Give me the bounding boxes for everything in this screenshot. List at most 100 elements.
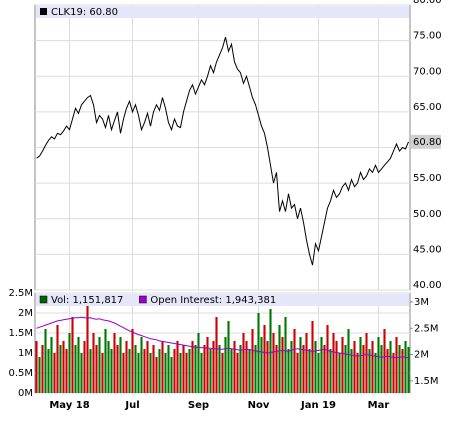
y2-tick-label: 1.5M — [414, 376, 439, 387]
volume-bar — [386, 349, 389, 393]
y-tick-label: 0M — [18, 388, 33, 399]
y-tick-label: 45.00 — [413, 244, 442, 255]
volume-bar — [338, 353, 341, 393]
volume-bar — [182, 345, 185, 393]
volume-bar — [35, 341, 38, 393]
volume-bar — [407, 346, 410, 393]
volume-bar — [134, 345, 137, 393]
open-interest-line — [36, 316, 409, 359]
volume-bar — [269, 309, 272, 393]
volume-bar — [383, 329, 386, 393]
volume-bar — [95, 345, 98, 393]
legend-swatch — [139, 295, 147, 304]
volume-bar — [359, 337, 362, 393]
legend-band — [36, 294, 409, 306]
volume-bar — [242, 333, 245, 393]
volume-bar — [341, 337, 344, 393]
volume-bar — [131, 329, 134, 393]
volume-bar — [374, 353, 377, 393]
y-tick-label: 80.00 — [413, 0, 442, 6]
volume-bar — [239, 345, 242, 393]
volume-bar — [299, 337, 302, 393]
volume-bar — [185, 353, 188, 393]
volume-bar — [50, 337, 53, 393]
volume-bar — [296, 353, 299, 393]
volume-bar — [377, 337, 380, 393]
volume-bar — [272, 333, 275, 393]
volume-bar — [380, 345, 383, 393]
volume-bar — [392, 353, 395, 393]
volume-bar — [71, 317, 74, 393]
volume-bar — [128, 349, 131, 393]
volume-bar — [206, 337, 209, 393]
volume-bar — [155, 357, 158, 393]
legend-band — [36, 6, 409, 18]
volume-bar — [314, 341, 317, 393]
y-tick-label: 1.5M — [8, 328, 33, 339]
volume-bar — [266, 341, 269, 393]
y-tick-label: 2M — [18, 308, 33, 319]
y2-tick-label: 2M — [414, 350, 429, 361]
volume-bar — [89, 349, 92, 393]
volume-bar — [164, 353, 167, 393]
volume-bar — [254, 345, 257, 393]
volume-bar — [371, 341, 374, 393]
y-tick-label: 1M — [18, 348, 33, 359]
volume-bar — [275, 345, 278, 393]
volume-bar — [227, 321, 230, 393]
volume-bar — [395, 337, 398, 393]
volume-bar — [356, 353, 359, 393]
volume-bar — [293, 329, 296, 393]
volume-bar — [401, 349, 404, 393]
y-tick-label: 50.00 — [413, 209, 442, 220]
volume-bar — [200, 353, 203, 393]
volume-bar — [281, 337, 284, 393]
volume-bar — [194, 345, 197, 393]
volume-bar — [218, 345, 221, 393]
volume-bar — [122, 353, 125, 393]
volume-bar — [287, 349, 290, 393]
legend-swatch — [40, 8, 47, 15]
volume-bar — [56, 325, 59, 393]
x-tick-label: Jul — [124, 400, 139, 411]
volume-bar — [179, 353, 182, 393]
volume-bar — [197, 333, 200, 393]
volume-bar — [113, 333, 116, 393]
volume-bar — [68, 333, 71, 393]
volume-bar — [362, 345, 365, 393]
volume-bar — [365, 333, 368, 393]
volume-bar — [173, 349, 176, 393]
volume-bar — [143, 349, 146, 393]
volume-bar — [329, 349, 332, 393]
volume-bar — [152, 345, 155, 393]
volume-bar — [215, 317, 218, 393]
volume-bar — [302, 345, 305, 393]
legend-label: Open Interest: 1,943,381 — [150, 295, 276, 306]
volume-bar — [245, 341, 248, 393]
volume-bar — [170, 357, 173, 393]
volume-bar — [44, 329, 47, 393]
volume-bar — [38, 357, 41, 393]
volume-bar — [278, 325, 281, 393]
volume-bar — [350, 349, 353, 393]
volume-bar — [140, 337, 143, 393]
volume-bar — [110, 349, 113, 393]
volume-bar — [161, 341, 164, 393]
volume-bar — [398, 345, 401, 393]
volume-bar — [86, 301, 89, 393]
volume-bar — [158, 349, 161, 393]
volume-bar — [149, 353, 152, 393]
y-tick-label: 65.00 — [413, 102, 442, 113]
volume-bar — [209, 349, 212, 393]
volume-bar — [62, 341, 65, 393]
volume-bar — [107, 341, 110, 393]
volume-bar — [305, 333, 308, 393]
volume-bar — [404, 341, 407, 393]
x-tick-label: May 18 — [49, 400, 89, 411]
volume-bar — [83, 341, 86, 393]
volume-bar — [284, 317, 287, 393]
volume-bar — [332, 333, 335, 393]
volume-bar — [311, 321, 314, 393]
x-tick-label: Nov — [248, 400, 270, 411]
